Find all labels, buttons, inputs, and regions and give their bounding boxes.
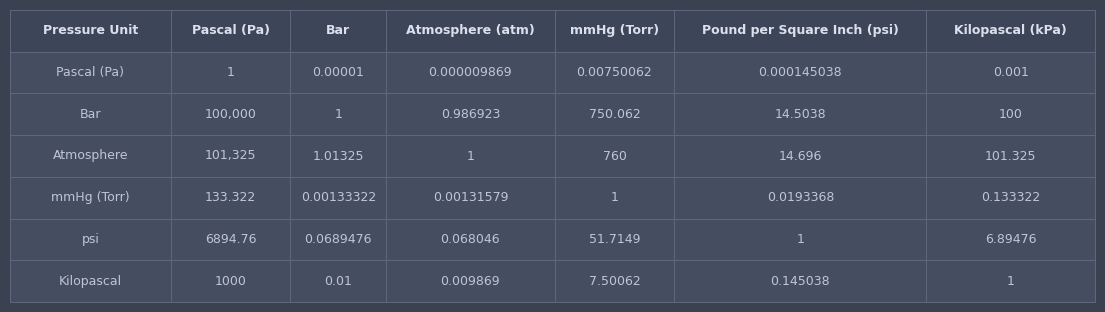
Text: 0.986923: 0.986923 (441, 108, 501, 121)
Text: 760: 760 (602, 149, 627, 163)
Text: 0.145038: 0.145038 (770, 275, 830, 288)
Text: 0.009869: 0.009869 (441, 275, 501, 288)
Text: 7.50062: 7.50062 (589, 275, 640, 288)
Bar (926, 135, 1095, 177)
Bar (10, 177, 171, 219)
Text: 0.000145038: 0.000145038 (758, 66, 842, 79)
Bar (386, 52, 555, 93)
Text: 1000: 1000 (214, 275, 246, 288)
Bar (291, 52, 386, 93)
Bar (926, 260, 1095, 302)
Bar (386, 10, 555, 52)
Text: 1: 1 (611, 191, 619, 204)
Text: 14.5038: 14.5038 (775, 108, 827, 121)
Text: Bar: Bar (326, 24, 350, 37)
Text: Atmosphere (atm): Atmosphere (atm) (406, 24, 535, 37)
Bar (10, 219, 171, 260)
Text: 0.000009869: 0.000009869 (429, 66, 513, 79)
Text: 0.00750062: 0.00750062 (577, 66, 652, 79)
Bar (555, 10, 674, 52)
Text: 0.00001: 0.00001 (313, 66, 365, 79)
Bar (171, 52, 291, 93)
Text: 0.001: 0.001 (992, 66, 1029, 79)
Text: 750.062: 750.062 (589, 108, 640, 121)
Text: mmHg (Torr): mmHg (Torr) (51, 191, 129, 204)
Text: 0.01: 0.01 (325, 275, 352, 288)
Text: Kilopascal (kPa): Kilopascal (kPa) (955, 24, 1067, 37)
Bar (674, 260, 926, 302)
Text: 1: 1 (335, 108, 343, 121)
Bar (171, 135, 291, 177)
Bar (10, 52, 171, 93)
Bar (386, 93, 555, 135)
Text: Pascal (Pa): Pascal (Pa) (56, 66, 125, 79)
Bar (926, 93, 1095, 135)
Bar (555, 177, 674, 219)
Bar (926, 10, 1095, 52)
Bar (171, 219, 291, 260)
Bar (926, 219, 1095, 260)
Text: 100,000: 100,000 (204, 108, 256, 121)
Bar (10, 135, 171, 177)
Bar (386, 135, 555, 177)
Bar (555, 93, 674, 135)
Text: Atmosphere: Atmosphere (53, 149, 128, 163)
Bar (291, 135, 386, 177)
Bar (674, 52, 926, 93)
Text: Pascal (Pa): Pascal (Pa) (191, 24, 270, 37)
Bar (291, 219, 386, 260)
Text: 1.01325: 1.01325 (313, 149, 364, 163)
Text: 0.068046: 0.068046 (441, 233, 501, 246)
Bar (555, 135, 674, 177)
Text: Kilopascal: Kilopascal (59, 275, 122, 288)
Text: 6.89476: 6.89476 (985, 233, 1036, 246)
Text: 133.322: 133.322 (206, 191, 256, 204)
Text: Pressure Unit: Pressure Unit (43, 24, 138, 37)
Text: 0.133322: 0.133322 (981, 191, 1041, 204)
Text: 1: 1 (227, 66, 234, 79)
Text: Pound per Square Inch (psi): Pound per Square Inch (psi) (702, 24, 898, 37)
Text: 0.0689476: 0.0689476 (305, 233, 372, 246)
Bar (171, 177, 291, 219)
Bar (10, 93, 171, 135)
Text: 100: 100 (999, 108, 1023, 121)
Text: 14.696: 14.696 (779, 149, 822, 163)
Bar (291, 93, 386, 135)
Bar (386, 260, 555, 302)
Bar (386, 177, 555, 219)
Text: 1: 1 (466, 149, 474, 163)
Bar (291, 260, 386, 302)
Bar (10, 260, 171, 302)
Text: 51.7149: 51.7149 (589, 233, 640, 246)
Bar (171, 93, 291, 135)
Bar (555, 219, 674, 260)
Text: 1: 1 (1007, 275, 1014, 288)
Bar (926, 177, 1095, 219)
Text: 0.00131579: 0.00131579 (433, 191, 508, 204)
Bar (291, 10, 386, 52)
Bar (555, 260, 674, 302)
Bar (171, 260, 291, 302)
Bar (291, 177, 386, 219)
Text: 0.0193368: 0.0193368 (767, 191, 834, 204)
Text: mmHg (Torr): mmHg (Torr) (570, 24, 659, 37)
Bar (555, 52, 674, 93)
Bar (386, 219, 555, 260)
Bar (171, 10, 291, 52)
Text: psi: psi (82, 233, 99, 246)
Bar (674, 219, 926, 260)
Text: Bar: Bar (80, 108, 102, 121)
Bar (674, 135, 926, 177)
Text: 101,325: 101,325 (204, 149, 256, 163)
Text: 6894.76: 6894.76 (204, 233, 256, 246)
Text: 0.00133322: 0.00133322 (301, 191, 376, 204)
Bar (674, 93, 926, 135)
Bar (10, 10, 171, 52)
Text: 101.325: 101.325 (985, 149, 1036, 163)
Bar (674, 177, 926, 219)
Bar (674, 10, 926, 52)
Text: 1: 1 (797, 233, 804, 246)
Bar (926, 52, 1095, 93)
